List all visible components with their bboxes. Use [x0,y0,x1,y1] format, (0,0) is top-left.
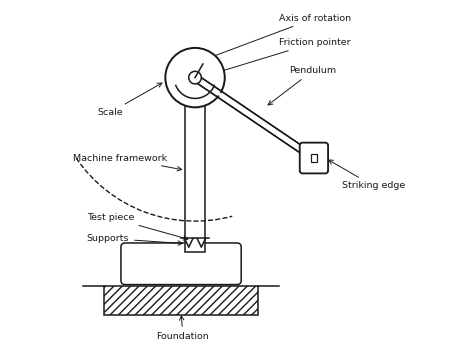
Text: Supports: Supports [87,234,182,245]
Bar [185,88,205,252]
Text: Pendulum: Pendulum [268,66,337,105]
Bar [310,154,317,162]
Text: Scale: Scale [97,83,162,117]
Text: Foundation: Foundation [156,316,210,341]
Bar [104,286,258,315]
Bar [104,286,258,315]
Circle shape [165,48,225,107]
FancyBboxPatch shape [300,143,328,173]
Text: Test piece: Test piece [87,213,188,240]
Circle shape [189,71,201,84]
Text: Machine framework: Machine framework [73,153,182,171]
FancyBboxPatch shape [121,243,241,285]
Text: Striking edge: Striking edge [328,160,405,191]
Text: Friction pointer: Friction pointer [214,38,351,74]
Text: Axis of rotation: Axis of rotation [208,14,351,59]
